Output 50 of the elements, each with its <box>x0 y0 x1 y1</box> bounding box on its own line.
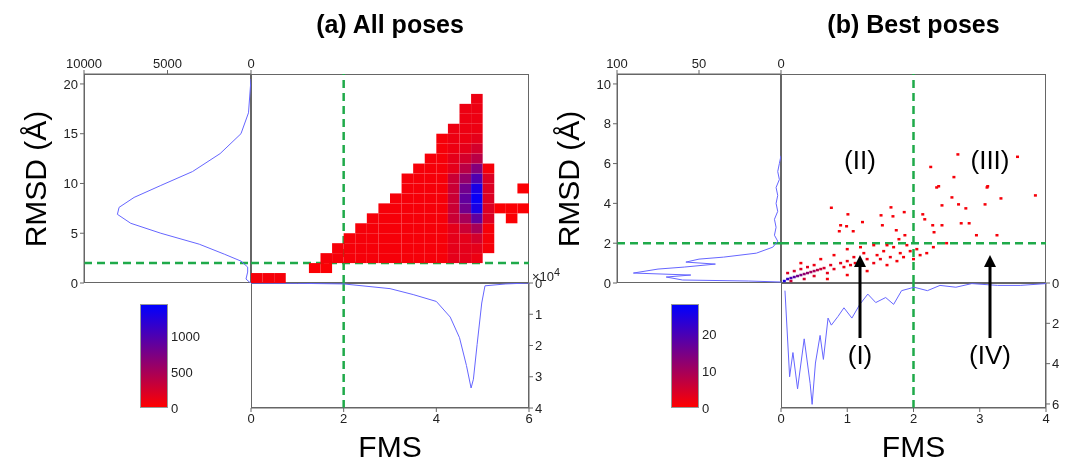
x-tick-label: 5000 <box>153 56 182 71</box>
y-axis-title: RMSD (Å) <box>19 110 53 247</box>
y-tick-label: 0 <box>603 275 611 291</box>
y-tick-label: 2 <box>603 235 611 251</box>
y-tick-label: 0 <box>1052 275 1060 291</box>
chart-title: (b) Best poses <box>826 10 1001 39</box>
x-tick-label: 4 <box>432 411 440 427</box>
y-tick-label: 5 <box>70 225 78 241</box>
annotation: (II) <box>844 144 876 176</box>
color-bar-label: 0 <box>171 400 179 416</box>
y-tick-label: 10 <box>596 76 611 92</box>
x-tick-label: 6 <box>525 411 533 427</box>
x-tick-label: 10000 <box>65 56 103 71</box>
x-axis-title: FMS <box>880 430 947 464</box>
y-tick-label: 4 <box>1052 356 1060 372</box>
y-tick-label: 20 <box>63 76 78 92</box>
y-tick-label: 1 <box>535 306 543 322</box>
color-bar-label: 0 <box>702 400 710 416</box>
x-tick-label: 2 <box>909 411 918 427</box>
x-tick-label: 0 <box>777 56 785 71</box>
y-tick-label: 4 <box>535 400 543 416</box>
x-tick-label: 0 <box>777 411 785 427</box>
color-bar-label: 1000 <box>171 328 200 344</box>
x-tick-label: 1 <box>843 411 851 427</box>
x-tick-label: 0 <box>247 56 255 71</box>
color-bar-label: 500 <box>171 364 193 380</box>
y-tick-label: 6 <box>1052 396 1060 412</box>
color-bar-label: 10 <box>702 363 717 379</box>
y-tick-label: 4 <box>603 196 611 211</box>
annotation: (III) <box>970 144 1010 176</box>
x-tick-label: 0 <box>247 411 255 427</box>
y-tick-label: 2 <box>535 338 543 354</box>
y-tick-label: 2 <box>1052 315 1060 331</box>
x-tick-label: 50 <box>691 56 707 71</box>
x-tick-label: 4 <box>1042 411 1050 427</box>
annotation: (I) <box>847 339 873 371</box>
x-tick-label: 2 <box>340 411 348 427</box>
y-tick-label: 15 <box>63 126 78 142</box>
y-tick-label: 8 <box>603 116 611 132</box>
y-tick-label: 6 <box>603 156 611 172</box>
color-bar-label: 20 <box>702 326 717 342</box>
y-tick-label: 3 <box>535 369 543 385</box>
y-axis-title: RMSD (Å) <box>552 110 586 247</box>
y-tick-label: 10 <box>63 176 78 192</box>
x-tick-label: 3 <box>976 411 984 427</box>
chart-title: (a) All poses <box>315 10 465 39</box>
annotation: (IV) <box>969 339 1011 371</box>
x-axis-title: FMS <box>357 430 423 464</box>
y-tick-label: 0 <box>70 275 78 291</box>
x-tick-label: 100 <box>606 56 628 71</box>
